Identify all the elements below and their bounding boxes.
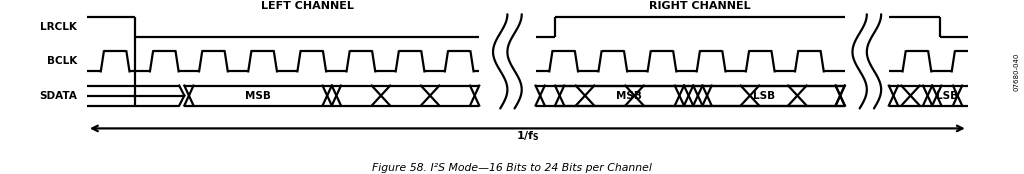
Text: MSB: MSB: [615, 91, 642, 101]
Text: 07680-040: 07680-040: [1014, 52, 1020, 90]
Text: Figure 58. I²S Mode—16 Bits to 24 Bits per Channel: Figure 58. I²S Mode—16 Bits to 24 Bits p…: [372, 163, 652, 173]
Text: MSB: MSB: [245, 91, 271, 101]
Text: RIGHT CHANNEL: RIGHT CHANNEL: [649, 1, 751, 11]
Text: SDATA: SDATA: [39, 91, 77, 101]
Text: LSB: LSB: [936, 91, 958, 101]
Text: BCLK: BCLK: [46, 56, 77, 66]
Text: LEFT CHANNEL: LEFT CHANNEL: [261, 1, 353, 11]
Text: LRCLK: LRCLK: [40, 22, 77, 32]
Text: LSB: LSB: [754, 91, 775, 101]
Text: 1/f$_\mathregular{S}$: 1/f$_\mathregular{S}$: [515, 129, 540, 143]
